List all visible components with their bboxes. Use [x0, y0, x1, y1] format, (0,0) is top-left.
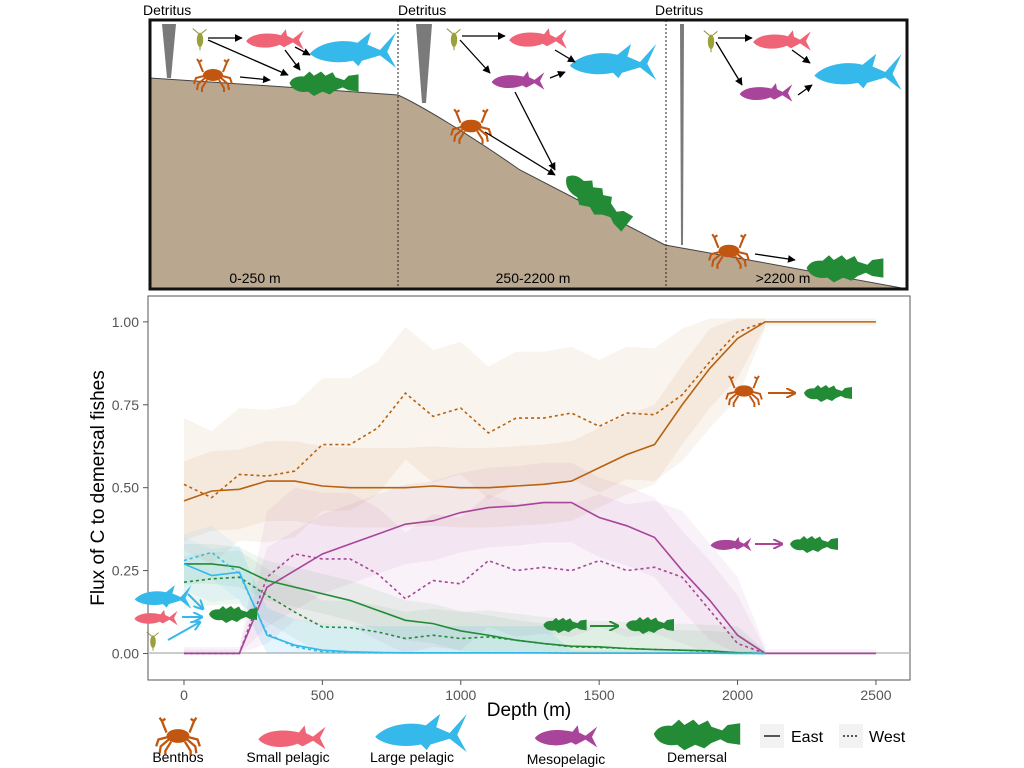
ribbon-benthos-west — [183, 318, 766, 564]
y-axis-title: Flux of C to demersal fishes — [88, 370, 109, 605]
detritus-label-1: Detritus — [143, 2, 191, 18]
ribbon-pelagic-east — [183, 537, 766, 654]
x-tick-label: 2000 — [722, 687, 753, 703]
flow-arrows — [459, 32, 576, 176]
ribbon-mesopelagic-west — [183, 487, 766, 654]
seafloor-profile — [149, 77, 908, 290]
detritus-label-2: Detritus — [398, 2, 446, 18]
axes: 0 500 1000 1500 2000 2500 0.00 0.25 0.50 0.75 1.00 — [112, 314, 892, 703]
detritus-label-3: Detritus — [655, 2, 703, 18]
line-benthos-east — [183, 321, 876, 502]
legend-label-demersal: Demersal — [667, 749, 727, 765]
confidence-ribbons — [183, 318, 876, 654]
legend-mesopelagic-icon — [534, 725, 598, 748]
ribbon-demersal-east — [183, 544, 766, 654]
line-mesopelagic-east — [183, 501, 876, 655]
x-axis-title: Depth (m) — [487, 700, 571, 721]
flux-chart: 0 500 1000 1500 2000 2500 0.00 0.25 0.50 0.75 1.00… — [88, 295, 911, 721]
mesopelagic-icon — [739, 83, 793, 102]
series-lines — [183, 321, 876, 655]
ribbon-demersal-west — [183, 550, 766, 654]
detritus-icon — [162, 24, 176, 78]
legend-label-mesopelagic: Mesopelagic — [527, 751, 606, 767]
plot-panel — [147, 295, 911, 681]
diagram-frame — [148, 18, 909, 291]
detritus-icon — [680, 24, 684, 245]
legend-label-large-pelagic: Large pelagic — [370, 749, 454, 765]
x-tick-label: 500 — [311, 687, 335, 703]
mesopelagic-icon — [491, 71, 545, 90]
legend-label-east: East — [791, 729, 824, 746]
x-tick-label: 0 — [180, 687, 188, 703]
zone-label-deep: >2200 m — [756, 270, 811, 286]
x-tick-label: 2500 — [860, 687, 891, 703]
x-tick-label: 1500 — [584, 687, 615, 703]
y-tick-label: 0.75 — [112, 397, 139, 413]
zone-label-slope: 250-2200 m — [496, 270, 571, 286]
large-pelagic-icon — [569, 44, 657, 80]
small-pelagic-icon — [509, 28, 567, 49]
pelagic-flow-arrows — [167, 593, 203, 641]
legend-label-small-pelagic: Small pelagic — [246, 749, 329, 765]
small-pelagic-icon — [753, 30, 811, 51]
x-tick-label: 1000 — [445, 687, 476, 703]
y-tick-label: 0.00 — [112, 645, 139, 661]
legend-label-west: West — [869, 729, 906, 746]
legend: Benthos Small pelagic Large pelagic Meso… — [152, 713, 906, 767]
y-tick-label: 0.25 — [112, 563, 139, 579]
y-tick-label: 1.00 — [112, 314, 139, 330]
line-demersal-west — [183, 576, 766, 655]
zooplankton-icon — [446, 28, 461, 51]
line-benthos-west — [183, 321, 766, 499]
large-pelagic-icon — [309, 32, 397, 68]
y-tick-label: 0.50 — [112, 480, 139, 496]
ribbon-pelagic-west — [183, 525, 766, 654]
legend-large-pelagic-icon — [375, 713, 467, 753]
foodweb-diagram: Detritus Detritus Detritus 0-250 m 250-2… — [143, 2, 909, 291]
zone-label-shelf: 0-250 m — [229, 270, 280, 286]
zooplankton-icon — [703, 30, 718, 53]
flow-arrows — [207, 34, 311, 84]
line-pelagic-west — [183, 551, 766, 655]
legend-demersal-icon — [653, 719, 741, 751]
ribbon-benthos-east — [183, 318, 876, 541]
ribbon-mesopelagic-east — [183, 462, 876, 654]
large-pelagic-icon — [814, 53, 902, 91]
legend-label-benthos: Benthos — [152, 749, 203, 765]
zooplankton-icon — [192, 28, 207, 51]
detritus-icon — [416, 24, 432, 103]
small-pelagic-icon — [246, 29, 304, 50]
flow-arrows — [715, 34, 813, 263]
legend-small-pelagic-icon — [258, 725, 326, 750]
